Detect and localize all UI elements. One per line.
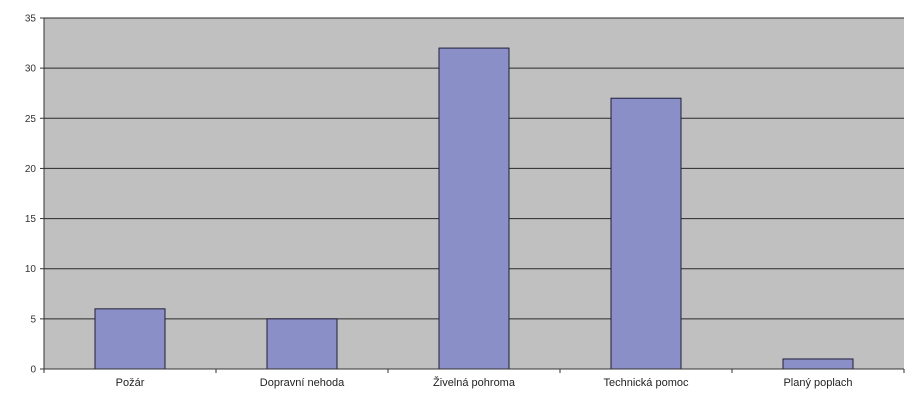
y-tick-label: 0: [30, 365, 36, 376]
y-tick-label: 10: [25, 264, 37, 275]
y-tick-label: 30: [25, 64, 37, 75]
bar-2: [438, 47, 510, 370]
y-tick-label: 20: [25, 164, 37, 175]
x-tick-label: Požár: [116, 377, 145, 389]
y-tick-label: 25: [25, 114, 37, 125]
bar-0: [94, 308, 166, 370]
x-tick-label: Dopravní nehoda: [260, 377, 345, 389]
bar-3: [610, 97, 682, 370]
x-tick-labels: Požár Dopravní nehoda Živelná pohroma Techn…: [116, 376, 853, 389]
bar-4: [782, 358, 854, 370]
y-tick-labels: 0 5 10 15 20 25 30 35: [25, 14, 37, 376]
bar-1: [266, 318, 338, 370]
x-tick-label: Živelná pohroma: [433, 376, 516, 389]
x-tick-label: Technická pomoc: [604, 377, 689, 389]
axes: [40, 17, 905, 373]
y-tick-label: 5: [30, 314, 36, 325]
y-tick-label: 35: [25, 14, 37, 25]
x-tick-label: Planý poplach: [783, 377, 852, 389]
y-tick-label: 15: [25, 214, 37, 225]
